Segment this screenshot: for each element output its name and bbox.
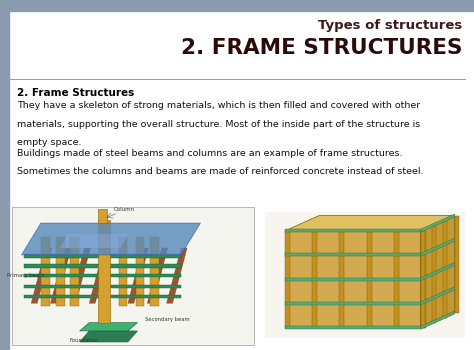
Bar: [0, 0, 474, 10]
Bar: [265, 212, 465, 338]
Polygon shape: [432, 226, 436, 323]
Polygon shape: [166, 248, 187, 303]
Bar: [285, 231, 290, 328]
Text: They have a skeleton of strong materials, which is then filled and covered with : They have a skeleton of strong materials…: [17, 102, 420, 111]
Polygon shape: [285, 216, 455, 231]
Bar: [24, 264, 181, 268]
Text: materials, supporting the overall structure. Most of the inside part of the stru: materials, supporting the overall struct…: [17, 120, 420, 129]
Text: Foundation: Foundation: [70, 338, 99, 343]
Bar: [393, 231, 399, 328]
Polygon shape: [421, 216, 455, 328]
Polygon shape: [421, 231, 425, 328]
Bar: [41, 237, 50, 306]
Bar: [56, 237, 64, 306]
Bar: [285, 253, 421, 257]
Bar: [285, 229, 421, 232]
Text: Secondary beam: Secondary beam: [145, 317, 190, 322]
Polygon shape: [60, 234, 128, 248]
Bar: [98, 209, 107, 223]
Bar: [98, 220, 110, 323]
Polygon shape: [421, 287, 455, 305]
Text: 2. Frame Structures: 2. Frame Structures: [17, 88, 134, 98]
Polygon shape: [147, 248, 168, 303]
Bar: [118, 237, 128, 306]
Bar: [285, 278, 421, 281]
Polygon shape: [421, 262, 455, 281]
Bar: [339, 231, 345, 328]
Text: Types of structures: Types of structures: [318, 19, 462, 32]
Text: Buildings made of steel beams and columns are an example of frame structures.: Buildings made of steel beams and column…: [17, 149, 402, 158]
Polygon shape: [21, 223, 201, 255]
Bar: [70, 237, 79, 306]
Polygon shape: [455, 216, 458, 313]
Bar: [24, 254, 181, 258]
Bar: [12, 206, 254, 345]
Bar: [312, 231, 318, 328]
Polygon shape: [51, 248, 71, 303]
Bar: [136, 237, 144, 306]
Bar: [150, 237, 159, 306]
Polygon shape: [443, 220, 447, 318]
Text: Primary beam: Primary beam: [7, 273, 45, 278]
Text: Column: Column: [113, 207, 135, 212]
Polygon shape: [80, 323, 137, 331]
Text: empty space.: empty space.: [17, 138, 81, 147]
Bar: [24, 285, 181, 288]
Polygon shape: [89, 248, 110, 303]
Text: 2. FRAME STRUCTURES: 2. FRAME STRUCTURES: [181, 38, 462, 58]
Bar: [24, 274, 181, 277]
Polygon shape: [285, 231, 421, 328]
Polygon shape: [421, 238, 455, 257]
Bar: [0, 10, 9, 350]
Polygon shape: [421, 311, 455, 329]
Bar: [285, 326, 421, 329]
Polygon shape: [80, 331, 137, 342]
Bar: [285, 302, 421, 305]
Polygon shape: [31, 248, 52, 303]
Bar: [366, 231, 372, 328]
Polygon shape: [70, 248, 91, 303]
Polygon shape: [421, 214, 455, 232]
Text: Sometimes the columns and beams are made of reinforced concrete instead of steel: Sometimes the columns and beams are made…: [17, 167, 423, 176]
Bar: [24, 295, 181, 298]
Polygon shape: [128, 248, 148, 303]
Bar: [421, 231, 426, 328]
